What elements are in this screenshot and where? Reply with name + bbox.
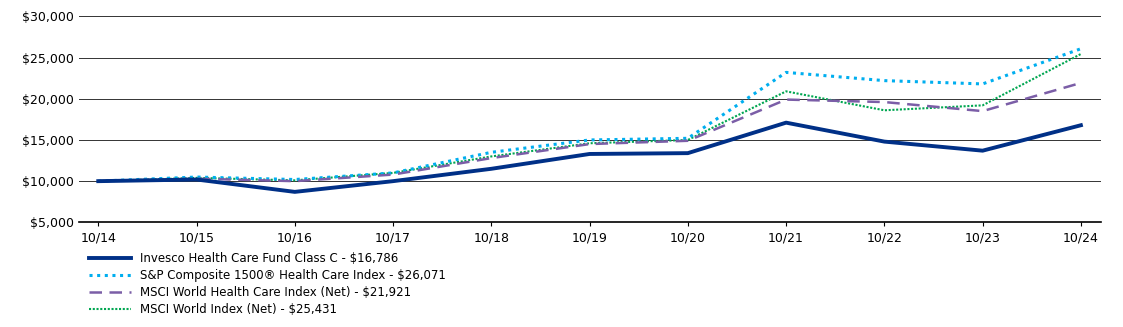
Legend: Invesco Health Care Fund Class C - $16,786, S&P Composite 1500® Health Care Inde: Invesco Health Care Fund Class C - $16,7… [84, 247, 450, 321]
